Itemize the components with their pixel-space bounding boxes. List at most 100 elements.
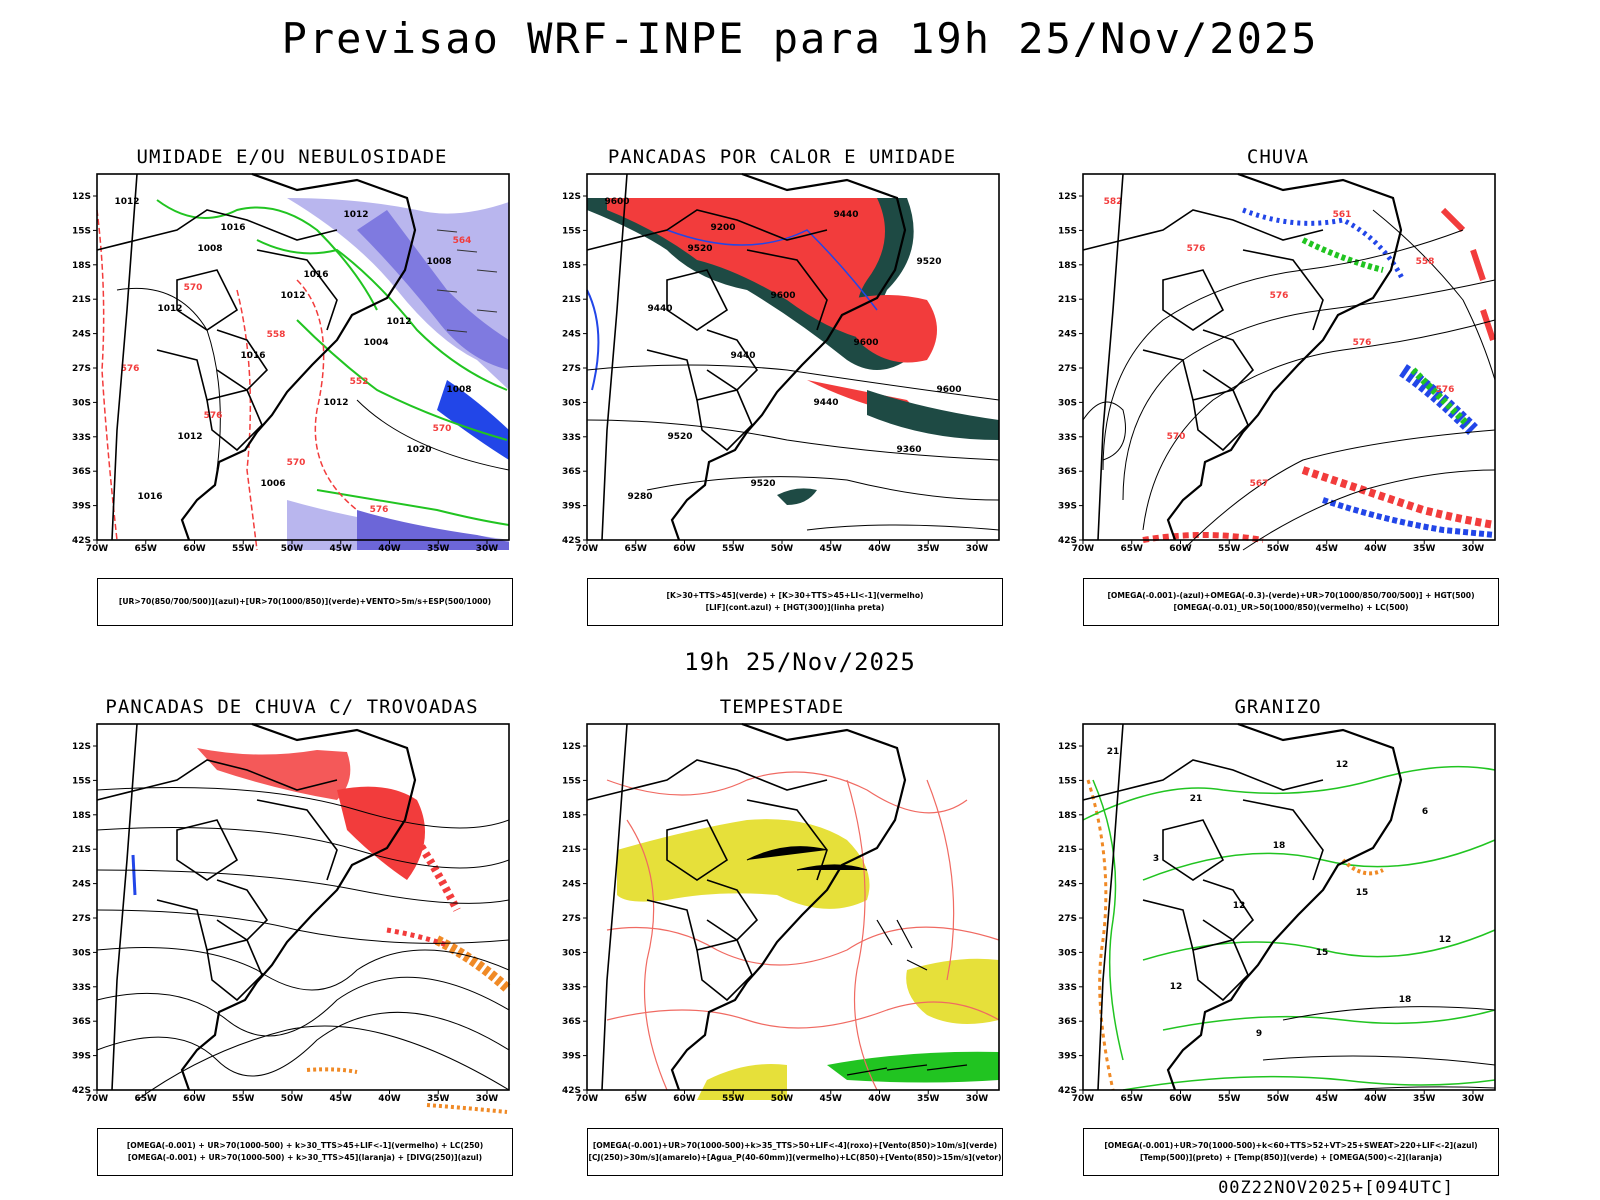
- map-frame: [96, 173, 510, 541]
- lat-tick-label: 27S: [562, 914, 581, 924]
- legend: [OMEGA(-0.001)+UR>70(1000-500)+k<60+TTS>…: [1083, 1128, 1499, 1176]
- contour-label: 18: [1399, 995, 1412, 1005]
- lat-tick-label: 39S: [72, 502, 91, 512]
- contour-label: 576: [1270, 291, 1289, 301]
- country-border: [256, 249, 338, 331]
- contour-label: 9520: [750, 479, 775, 489]
- lon-tick-label: 65W: [135, 544, 158, 554]
- lat-tick-label: 21S: [562, 845, 581, 855]
- country-border: [1162, 269, 1225, 331]
- country-border: [1192, 389, 1249, 452]
- run-info: 00Z22NOV2025+[094UTC]: [1218, 1178, 1454, 1198]
- country-border: [1242, 799, 1324, 881]
- lat-tick-label: 12S: [72, 742, 91, 752]
- country-border: [206, 389, 263, 452]
- legend-line: [Temp(500)](preto) + [Temp(850)](verde) …: [1139, 1153, 1443, 1162]
- contour-label: 15: [1356, 888, 1369, 898]
- lon-tick-label: 40W: [1364, 544, 1387, 554]
- lon-tick-label: 65W: [1121, 1094, 1144, 1104]
- lat-tick-label: 24S: [562, 880, 581, 890]
- lat-tick-label: 18S: [562, 811, 581, 821]
- lat-tick-label: 36S: [562, 1017, 581, 1027]
- map-granizo: 21 21 18 15 12 12 9 12 6 3 12 15 18 12S 15S 18S 21S 24S 2…: [1058, 722, 1496, 1104]
- lat-tick-label: 27S: [72, 364, 91, 374]
- contour-label: 1004: [363, 338, 388, 348]
- country-border: [216, 329, 269, 392]
- lat-tick-label: 30S: [1058, 398, 1077, 408]
- lat-tick-label: 39S: [562, 502, 581, 512]
- country-border: [666, 819, 729, 881]
- lat-tick-label: 27S: [562, 364, 581, 374]
- contour-labels: 1012 1008 1012 1004 1008 1012 1006 1012 1008 1012…: [114, 197, 471, 515]
- contour-label: 1016: [240, 351, 265, 361]
- map-background: [1083, 724, 1495, 1090]
- contour-label: 6: [1422, 807, 1428, 817]
- legend-line: [LIF](cont.azul) + [HGT(300)](linha pret…: [705, 603, 885, 612]
- legend: [OMEGA(-0.001)+UR>70(1000-500)+k>35_TTS>…: [587, 1128, 1003, 1176]
- contour-label: 1008: [446, 385, 471, 395]
- contour-label: 576: [1436, 385, 1455, 395]
- contour-label: 15: [1316, 948, 1329, 958]
- coastline: [1166, 172, 1403, 541]
- lon-tick-label: 60W: [1169, 1094, 1192, 1104]
- contour-label: 9440: [647, 304, 672, 314]
- country-border: [1082, 209, 1324, 251]
- coastline: [670, 172, 907, 541]
- field-overlay: [1082, 765, 1496, 1091]
- country-border: [1142, 899, 1194, 951]
- contour-label: 1008: [197, 244, 222, 254]
- lon-tick-label: 30W: [1462, 544, 1485, 554]
- lon-tick-label: 65W: [625, 544, 648, 554]
- contour-label: 9360: [896, 445, 921, 455]
- lon-tick-label: 45W: [820, 1094, 843, 1104]
- contour-label: 576: [121, 364, 140, 374]
- panel-title: PANCADAS DE CHUVA C/ TROVOADAS: [105, 696, 479, 718]
- contour-label: 558: [267, 330, 286, 340]
- contour-label: 558: [1416, 257, 1435, 267]
- contour-label: 9: [1256, 1029, 1262, 1039]
- contour-label: 1012: [114, 197, 139, 207]
- country-border: [646, 899, 698, 951]
- contour-label: 9600: [853, 338, 878, 348]
- lat-tick-label: 21S: [1058, 845, 1077, 855]
- contour-label: 9520: [667, 432, 692, 442]
- lat-tick-label: 15S: [72, 226, 91, 236]
- contour-label: 12: [1170, 982, 1183, 992]
- map-frame: [586, 723, 1000, 1091]
- country-border: [176, 819, 239, 881]
- lat-tick-label: 27S: [72, 914, 91, 924]
- lon-tick-label: 45W: [820, 544, 843, 554]
- contour-label: 9600: [770, 291, 795, 301]
- country-border: [1162, 819, 1225, 881]
- contour-label: 576: [204, 411, 223, 421]
- map-background: [587, 724, 999, 1090]
- lat-tick-label: 18S: [562, 261, 581, 271]
- contour-label: 1016: [303, 270, 328, 280]
- map-frame: [96, 723, 510, 1091]
- panel-pancadas-calor: PANCADAS POR CALOR E UMIDADE 9600 9520 960…: [547, 146, 1017, 636]
- contour-label: 1012: [386, 317, 411, 327]
- country-border: [586, 759, 828, 801]
- lon-tick-label: 70W: [86, 544, 109, 554]
- lat-tick-label: 18S: [72, 811, 91, 821]
- lat-tick-label: 36S: [72, 1017, 91, 1027]
- contour-label: 9600: [604, 197, 629, 207]
- lon-tick-label: 50W: [281, 544, 304, 554]
- contour-label: 1012: [157, 304, 182, 314]
- lat-tick-label: 33S: [72, 983, 91, 993]
- country-border: [1202, 329, 1255, 392]
- contour-label: 552: [350, 377, 369, 387]
- contour-labels: 9600 9520 9600 9600 9600 9520 9520 9440 9520 9440…: [604, 197, 961, 502]
- contour-label: 3: [1153, 854, 1159, 864]
- lat-tick-label: 15S: [1058, 776, 1077, 786]
- lat-tick-label: 42S: [72, 536, 91, 546]
- contour-label: 9520: [687, 244, 712, 254]
- lon-tick-label: 55W: [1218, 544, 1241, 554]
- lat-tick-label: 21S: [562, 295, 581, 305]
- lon-tick-label: 40W: [868, 1094, 891, 1104]
- country-border: [96, 759, 338, 801]
